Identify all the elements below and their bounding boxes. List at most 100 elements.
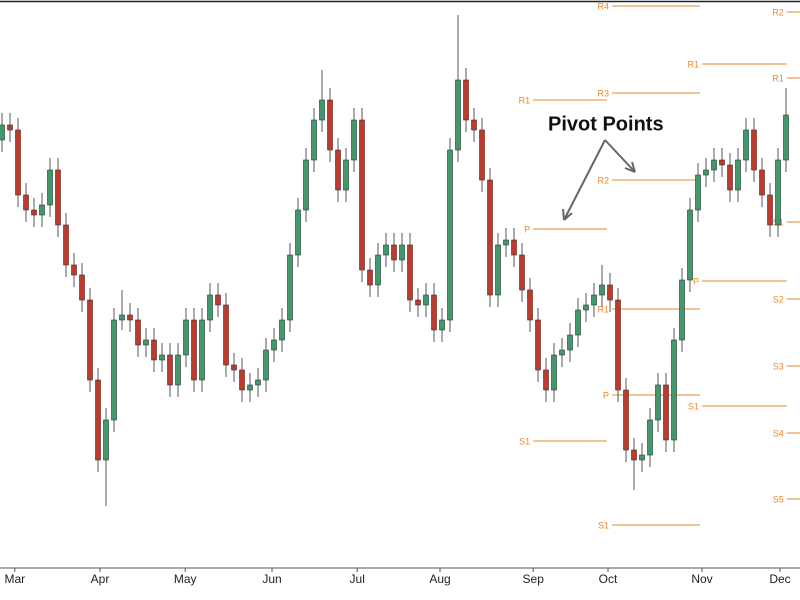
pivot-label: R1 [772,73,784,83]
candle-body [639,454,645,461]
pivot-label: S5 [773,494,784,504]
candle-body [247,384,253,391]
x-tick-label: Oct [599,572,618,586]
candle-body [295,209,301,256]
candle-body [255,379,261,386]
candle-body [351,119,357,161]
candle-body [671,339,677,441]
candle-body [151,339,157,361]
candle-body [207,294,213,321]
pivot-label: R1 [597,304,609,314]
candle-body [711,159,717,171]
candle-body [551,354,557,391]
candle-body [183,319,189,356]
candle-body [447,149,453,321]
candle-body [383,244,389,256]
candle-body [167,354,173,386]
arrow [563,139,606,221]
pivot-label: R1 [687,59,699,69]
candle-body [743,129,749,161]
candle-body [47,169,53,206]
candle-body [735,159,741,191]
candle-body [111,319,117,421]
candle-body [583,304,589,311]
arrow-head [624,161,636,173]
candle-body [783,114,789,161]
candle-body [119,314,125,321]
candle-body [415,299,421,306]
candle-body [95,379,101,461]
candle-body [327,99,333,151]
pivot-label: R4 [597,1,609,11]
candle-body [431,294,437,331]
candle-body [703,169,709,176]
candle-body [343,159,349,191]
candle-body [271,339,277,351]
x-tick-label: Dec [769,572,790,586]
candle-body [79,274,85,301]
x-tick-label: Sep [523,572,545,586]
arrow-head [562,208,573,221]
candle-body [767,194,773,226]
candle-body [495,244,501,296]
candle-body [439,319,445,331]
candle-body [279,319,285,341]
candle-body [751,129,757,171]
candle-body [423,294,429,306]
candle-body [103,419,109,461]
candle-body [7,124,13,131]
candle-body [71,264,77,276]
candle-body [695,174,701,211]
candle-body [391,244,397,261]
pivot-label: S4 [773,428,784,438]
candle-body [127,314,133,321]
candle-body [303,159,309,211]
candle-body [359,119,365,271]
candle-body [607,284,613,301]
candle-body [39,204,45,216]
candle-body [399,244,405,261]
candle-body [31,209,37,216]
candle-body [143,339,149,346]
candle-body [663,384,669,441]
candle-body [159,354,165,361]
pivot-label: S2 [773,294,784,304]
candle-body [631,449,637,461]
x-tick-label: Jul [350,572,365,586]
pivot-label: S1 [598,520,609,530]
candle-body [23,194,29,211]
candle-body [719,159,725,166]
candle-body [455,79,461,151]
pivot-label: P [524,224,530,234]
candle-body [519,254,525,291]
candle-body [727,164,733,191]
pivot-label: R2 [597,175,609,185]
candle-body [575,309,581,336]
candle-body [319,99,325,121]
candle-body [599,284,605,296]
candle-body [623,389,629,451]
candle-body [231,364,237,371]
candle-body [239,369,245,391]
candle-body [263,349,269,381]
candle-body [367,269,373,286]
pivot-label: S1 [519,436,530,446]
candle-body [567,334,573,351]
candle-body [647,419,653,456]
candle-body [679,279,685,341]
x-tick-label: Aug [429,572,450,586]
candle-body [55,169,61,226]
candle-body [407,244,413,301]
candle-body [223,304,229,366]
candle-body [487,179,493,296]
candle-body [759,169,765,196]
plot: Mar Apr May Jun Jul Aug Sep Oct Nov Dec R1 P S1 R4 R3 R… [0,1,800,586]
candle-body [503,239,509,246]
pivot-label: P [693,276,699,286]
x-tick-label: Mar [4,572,25,586]
candle-body [87,299,93,381]
candle-body [471,119,477,131]
pivot-label: S3 [773,361,784,371]
pivot-label: R3 [597,88,609,98]
